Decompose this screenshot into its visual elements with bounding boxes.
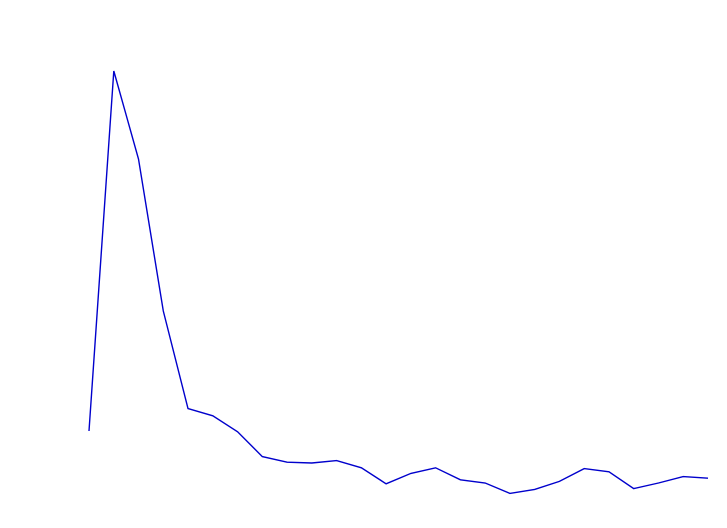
series-layer [88,70,709,495]
series-line-0 [88,70,709,495]
